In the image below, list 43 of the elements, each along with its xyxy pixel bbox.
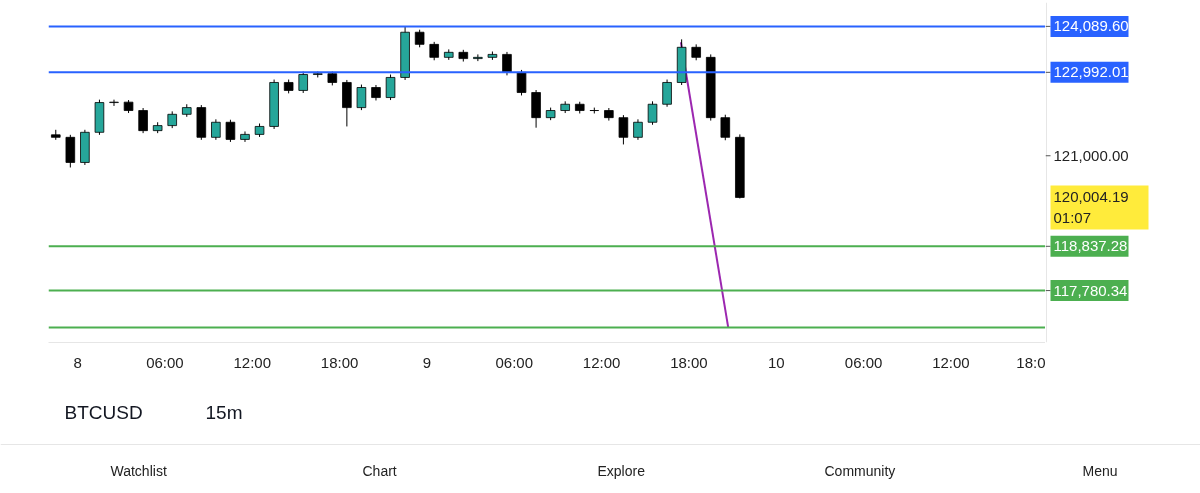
- x-tick-label: 12:00: [932, 353, 970, 371]
- candlestick: [618, 114, 629, 145]
- x-tick-label: 8: [73, 353, 82, 371]
- candlestick: [240, 130, 250, 143]
- candlestick: [385, 74, 396, 101]
- candlestick: [211, 118, 221, 141]
- x-tick-label: 06:00: [844, 353, 883, 371]
- candlestick: [356, 84, 367, 111]
- candlestick: [225, 119, 236, 143]
- text: Watchlist: [110, 462, 167, 479]
- x-tick-label: 18:0: [1016, 353, 1046, 371]
- text: 120,004.19: [1053, 188, 1129, 206]
- y-tick-label: 122,992.01: [1053, 63, 1129, 81]
- candlestick: [138, 107, 148, 134]
- x-tick-label: 12:00: [582, 353, 621, 371]
- candlestick: [502, 51, 512, 76]
- text: Explore: [597, 462, 646, 479]
- text: Menu: [1082, 462, 1118, 479]
- candlestick: [429, 41, 439, 61]
- x-tick-label: 18:00: [320, 353, 359, 371]
- text: Chart: [362, 462, 397, 479]
- x-tick-label: 06:00: [495, 353, 534, 371]
- text: BTCUSD: [64, 402, 143, 423]
- x-tick-label: 12:00: [233, 353, 272, 371]
- x-tick-label: 9: [422, 353, 432, 371]
- text: 01:07: [1053, 208, 1092, 226]
- text: 15m: [205, 402, 243, 423]
- candlestick: [647, 100, 658, 126]
- candlestick: [720, 114, 731, 141]
- y-tick-label: 124,089.60: [1053, 17, 1129, 35]
- y-tick-label: 117,780.34: [1053, 281, 1128, 299]
- candlestick: [473, 53, 483, 62]
- candlestick: [298, 71, 308, 94]
- x-tick-label: 06:00: [146, 353, 184, 371]
- candlestick: [662, 79, 672, 108]
- y-tick-label: 118,837.28: [1053, 237, 1128, 255]
- x-tick-label: 18:00: [670, 353, 708, 371]
- candlestick: [633, 118, 643, 141]
- y-tick-label: 121,000.00: [1053, 146, 1129, 164]
- text: Community: [824, 462, 896, 479]
- candlestick: [109, 99, 119, 107]
- candlestick: [516, 69, 527, 96]
- x-tick-label: 10: [767, 353, 785, 371]
